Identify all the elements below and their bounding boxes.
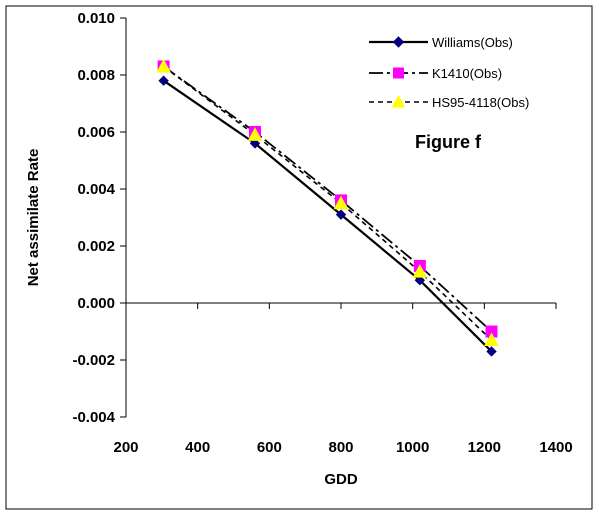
x-tick-label: 400 [185, 439, 210, 456]
data-point-series-3 [333, 195, 349, 210]
y-tick-label: 0.006 [77, 124, 115, 141]
y-tick-label: 0.010 [77, 10, 115, 27]
y-tick-label: 0.004 [77, 181, 115, 198]
chart-border [5, 5, 593, 510]
legend-marker-1 [392, 36, 405, 48]
legend: Williams(Obs) K1410(Obs) HS95-4118(Obs) [369, 35, 529, 110]
x-tick-label: 1400 [539, 439, 572, 456]
series-markers [156, 58, 499, 357]
data-point-series-1 [158, 75, 169, 86]
legend-marker-2 [393, 67, 404, 79]
x-tick-label: 800 [328, 439, 353, 456]
data-point-series-3 [484, 332, 499, 347]
y-axis-ticks: -0.004 -0.002 0.000 0.002 0.004 0.006 0.008 0.0… [72, 10, 126, 426]
x-axis-title: GDD [324, 471, 358, 488]
y-tick-label: -0.002 [72, 352, 115, 369]
x-tick-label: 1000 [396, 439, 429, 456]
data-point-series-1 [414, 274, 426, 286]
data-point-series-1 [249, 138, 261, 149]
y-axis-title: Net assimilate Rate [25, 149, 42, 287]
legend-label-2: K1410(Obs) [432, 66, 502, 81]
data-point-series-3 [156, 58, 171, 73]
series-line-3 [163, 65, 493, 341]
x-tick-label: 200 [113, 439, 138, 456]
x-tick-label: 1200 [468, 439, 501, 456]
legend-label-3: HS95-4118(Obs) [432, 95, 529, 110]
legend-label-1: Williams(Obs) [432, 35, 513, 50]
data-point-series-1 [335, 209, 347, 220]
legend-marker-3 [391, 94, 406, 108]
y-tick-label: -0.004 [72, 409, 115, 426]
series-line-2 [163, 65, 493, 333]
figure-annotation: Figure f [415, 132, 482, 152]
x-tick-label: 600 [257, 439, 282, 456]
data-point-series-1 [486, 346, 497, 357]
data-point-series-3 [247, 127, 263, 141]
y-tick-label: 0.000 [77, 295, 115, 312]
y-tick-label: 0.008 [77, 67, 115, 84]
x-axis-ticks: 200 400 600 800 1000 1200 1400 [113, 303, 573, 456]
y-tick-label: 0.002 [77, 238, 115, 255]
data-point-series-3 [412, 264, 428, 278]
